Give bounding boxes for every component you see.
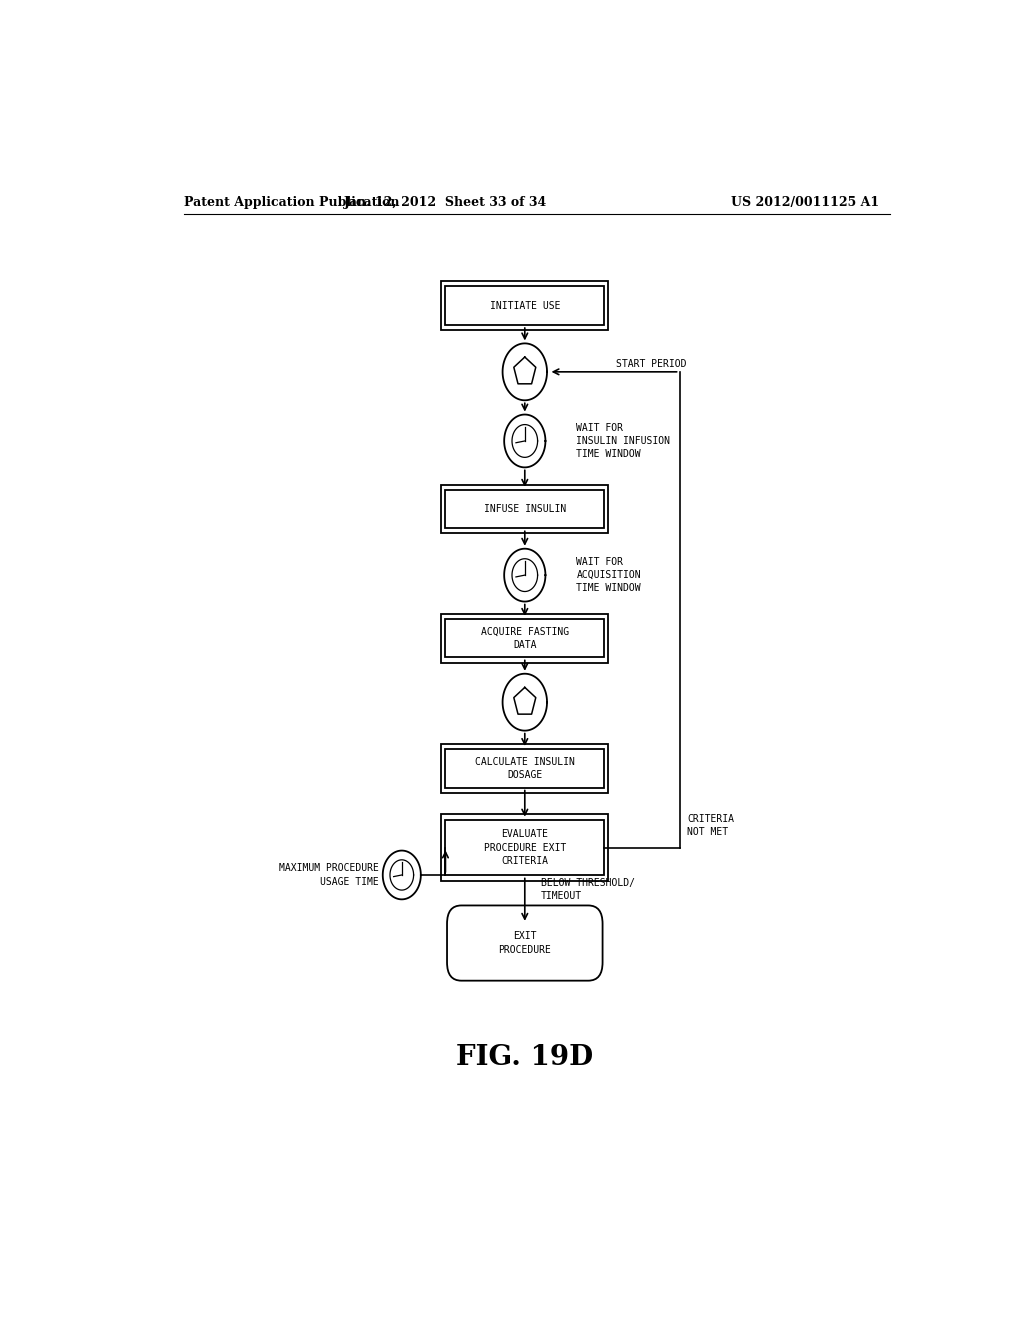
FancyBboxPatch shape — [447, 906, 602, 981]
FancyBboxPatch shape — [445, 619, 604, 657]
Text: WAIT FOR
INSULIN INFUSION
TIME WINDOW: WAIT FOR INSULIN INFUSION TIME WINDOW — [577, 422, 671, 459]
FancyBboxPatch shape — [445, 286, 604, 325]
FancyBboxPatch shape — [445, 748, 604, 788]
Text: FIG. 19D: FIG. 19D — [457, 1044, 593, 1072]
Text: EXIT
PROCEDURE: EXIT PROCEDURE — [499, 932, 551, 954]
Text: US 2012/0011125 A1: US 2012/0011125 A1 — [731, 195, 880, 209]
Text: Patent Application Publication: Patent Application Publication — [183, 195, 399, 209]
Text: BELOW THRESHOLD/
TIMEOUT: BELOW THRESHOLD/ TIMEOUT — [541, 878, 635, 902]
Text: INITIATE USE: INITIATE USE — [489, 301, 560, 310]
Text: MAXIMUM PROCEDURE
USAGE TIME: MAXIMUM PROCEDURE USAGE TIME — [279, 863, 379, 887]
Text: INFUSE INSULIN: INFUSE INSULIN — [483, 504, 566, 513]
Text: CRITERIA
NOT MET: CRITERIA NOT MET — [687, 813, 734, 837]
FancyBboxPatch shape — [445, 490, 604, 528]
Text: EVALUATE
PROCEDURE EXIT
CRITERIA: EVALUATE PROCEDURE EXIT CRITERIA — [483, 829, 566, 866]
FancyBboxPatch shape — [445, 820, 604, 875]
Text: CALCULATE INSULIN
DOSAGE: CALCULATE INSULIN DOSAGE — [475, 756, 574, 780]
Text: Jan. 12, 2012  Sheet 33 of 34: Jan. 12, 2012 Sheet 33 of 34 — [344, 195, 547, 209]
Text: START PERIOD: START PERIOD — [616, 359, 686, 368]
Text: WAIT FOR
ACQUISITION
TIME WINDOW: WAIT FOR ACQUISITION TIME WINDOW — [577, 557, 641, 593]
Text: ACQUIRE FASTING
DATA: ACQUIRE FASTING DATA — [480, 627, 569, 649]
